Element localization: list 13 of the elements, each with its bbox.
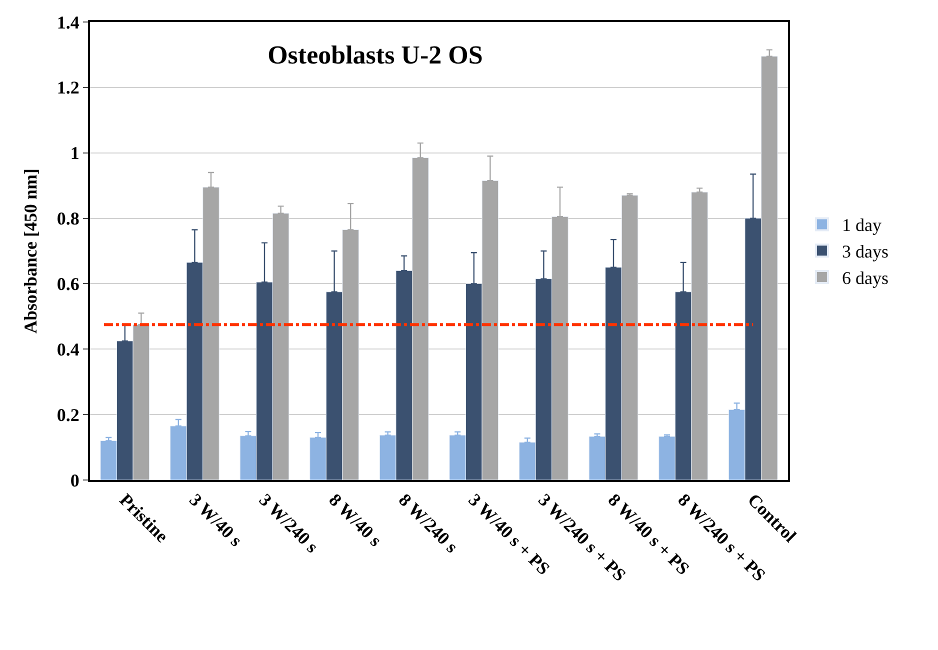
legend-label: 1 day xyxy=(842,215,882,236)
y-tick-label: 0.6 xyxy=(56,274,80,294)
y-tick-label: 1.4 xyxy=(56,12,80,32)
y-tick-label: 0.2 xyxy=(56,404,80,425)
y-tick-label: 0 xyxy=(70,470,80,490)
y-tick-label: 1.2 xyxy=(56,78,80,98)
y-tick-label: 1 xyxy=(70,143,80,164)
y-tick-label: 0.4 xyxy=(56,339,80,360)
y-tick-label: 0.8 xyxy=(56,208,80,229)
legend-label: 3 days xyxy=(842,242,888,262)
legend-label: 6 days xyxy=(842,268,888,288)
text: Osteoblasts U-2 OS xyxy=(268,40,483,70)
y-axis-title: Absorbance [450 nm] xyxy=(20,168,41,334)
